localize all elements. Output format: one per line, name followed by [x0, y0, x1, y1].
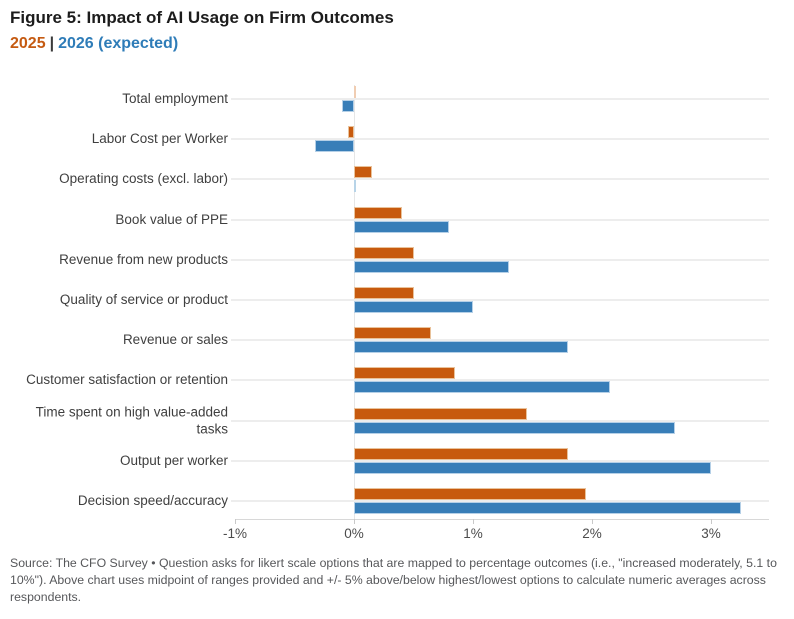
category-label: Revenue or sales: [122, 332, 228, 348]
category-label: Total employment: [122, 91, 228, 107]
x-axis-tick-label: 0%: [344, 526, 364, 541]
category-label: Quality of service or product: [59, 292, 228, 308]
bar-2025: [354, 246, 414, 259]
bar-2026: [354, 220, 450, 233]
category-label: Operating costs (excl. labor): [59, 171, 228, 187]
category-label: Book value of PPE: [115, 211, 228, 227]
bar-2025: [354, 407, 527, 420]
category-leader-line: [231, 218, 769, 221]
x-axis-tick-label: -1%: [222, 526, 248, 541]
bar-2025: [354, 86, 356, 98]
category-leader-line: [231, 419, 769, 422]
x-axis-tick: [473, 519, 474, 524]
x-axis-tick: [354, 519, 355, 524]
bar-2026: [354, 301, 473, 313]
bar-2026: [354, 421, 676, 434]
bar-chart: Total employment Labor Cost per Worker Ope…: [26, 85, 769, 541]
legend-separator: |: [49, 35, 55, 52]
category-leader-line: [231, 98, 769, 100]
legend-item-2025: 2025: [10, 35, 46, 52]
bar-2025: [354, 447, 569, 460]
category-label: Customer satisfaction or retention: [26, 372, 228, 388]
category-label: Time spent on high value-added tasks: [35, 404, 228, 437]
bar-2025: [354, 488, 587, 500]
bar-2026: [354, 381, 610, 394]
bar-2025: [354, 166, 372, 179]
x-axis-line: [235, 519, 769, 520]
bar-2025: [354, 327, 432, 340]
bar-2026: [354, 461, 711, 474]
x-axis-tick: [592, 519, 593, 524]
bar-2026: [314, 140, 354, 153]
category-label: Output per worker: [119, 453, 228, 469]
legend-item-2026: 2026 (expected): [58, 35, 179, 52]
category-leader-line: [231, 459, 769, 462]
category-leader-line: [231, 138, 769, 141]
x-axis-tick-label: 1%: [463, 526, 483, 541]
bar-2025: [354, 206, 402, 219]
category-leader-line: [231, 178, 769, 181]
bar-2026: [354, 260, 509, 273]
bar-2025: [354, 287, 414, 299]
bar-2026: [354, 341, 569, 354]
x-axis-tick: [235, 519, 236, 524]
x-axis-tick-label: 3%: [701, 526, 721, 541]
category-label: Decision speed/accuracy: [77, 493, 228, 509]
bar-2026: [342, 100, 354, 112]
x-axis-tick: [711, 519, 712, 524]
category-leader-line: [231, 379, 769, 382]
bar-2025: [348, 126, 354, 139]
category-label: Labor Cost per Worker: [91, 131, 228, 147]
legend: 2025 | 2026 (expected): [10, 35, 178, 53]
category-leader-line: [231, 258, 769, 261]
category-leader-line: [231, 500, 769, 502]
bar-2025: [354, 367, 456, 380]
bar-2026: [354, 502, 741, 514]
category-label: Revenue from new products: [59, 252, 228, 268]
figure-title: Figure 5: Impact of AI Usage on Firm Out…: [10, 8, 394, 27]
category-leader-line: [231, 299, 769, 301]
bar-2026: [354, 180, 356, 193]
source-note: Source: The CFO Survey • Question asks f…: [10, 556, 777, 605]
x-axis-tick-label: 2%: [582, 526, 602, 541]
category-leader-line: [231, 339, 769, 342]
